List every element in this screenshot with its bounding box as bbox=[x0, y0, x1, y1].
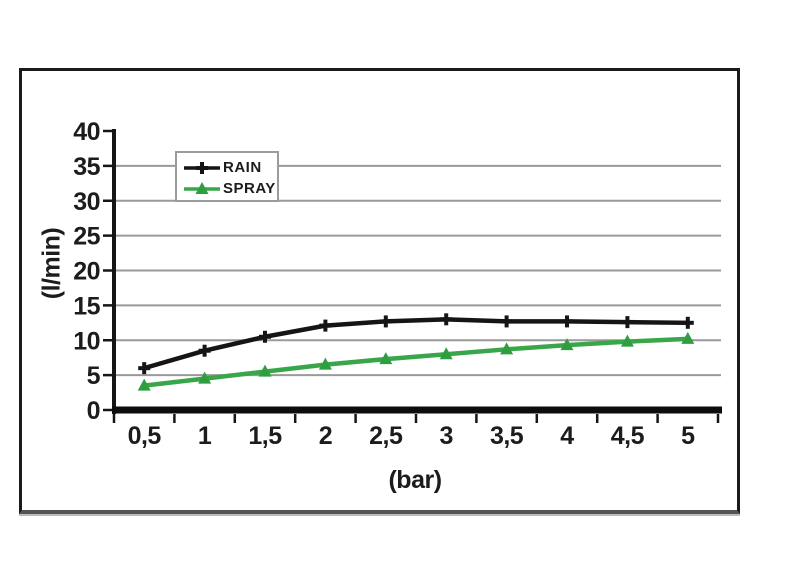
svg-text:4,5: 4,5 bbox=[611, 422, 645, 450]
chart-frame bbox=[19, 68, 740, 514]
svg-text:0: 0 bbox=[87, 397, 100, 425]
plus-marker-icon bbox=[184, 161, 220, 174]
svg-text:5: 5 bbox=[681, 422, 695, 450]
triangle-marker-icon bbox=[184, 181, 220, 194]
tick-labels: 0 5 10 15 20 25 30 35 40 0,5 1 1,5 2 2,5 3 3,5 4 4,5 5 bbox=[73, 118, 695, 450]
svg-text:35: 35 bbox=[73, 153, 100, 181]
svg-text:1,5: 1,5 bbox=[248, 422, 282, 450]
axes bbox=[103, 129, 722, 423]
svg-text:5: 5 bbox=[87, 362, 101, 390]
svg-text:1: 1 bbox=[198, 422, 212, 450]
legend-label-rain: RAIN bbox=[223, 159, 262, 176]
svg-text:2: 2 bbox=[319, 422, 332, 450]
legend-item-spray: SPRAY bbox=[182, 178, 277, 199]
svg-text:30: 30 bbox=[73, 188, 100, 216]
legend-label-spray: SPRAY bbox=[223, 180, 276, 197]
svg-text:3,5: 3,5 bbox=[490, 422, 524, 450]
svg-text:20: 20 bbox=[73, 258, 100, 286]
series-rain bbox=[138, 313, 694, 375]
y-axis-title: (l/min) bbox=[37, 227, 66, 300]
x-axis-title: (bar) bbox=[388, 466, 442, 494]
series-spray bbox=[137, 331, 695, 391]
svg-text:0,5: 0,5 bbox=[128, 422, 162, 450]
legend-item-rain: RAIN bbox=[182, 157, 277, 178]
svg-text:10: 10 bbox=[73, 327, 100, 355]
svg-text:40: 40 bbox=[73, 118, 100, 146]
svg-text:25: 25 bbox=[73, 223, 100, 251]
legend: RAIN SPRAY bbox=[175, 151, 279, 202]
svg-text:15: 15 bbox=[73, 292, 100, 320]
svg-text:2,5: 2,5 bbox=[369, 422, 403, 450]
svg-text:3: 3 bbox=[439, 422, 452, 450]
svg-text:4: 4 bbox=[560, 422, 574, 450]
